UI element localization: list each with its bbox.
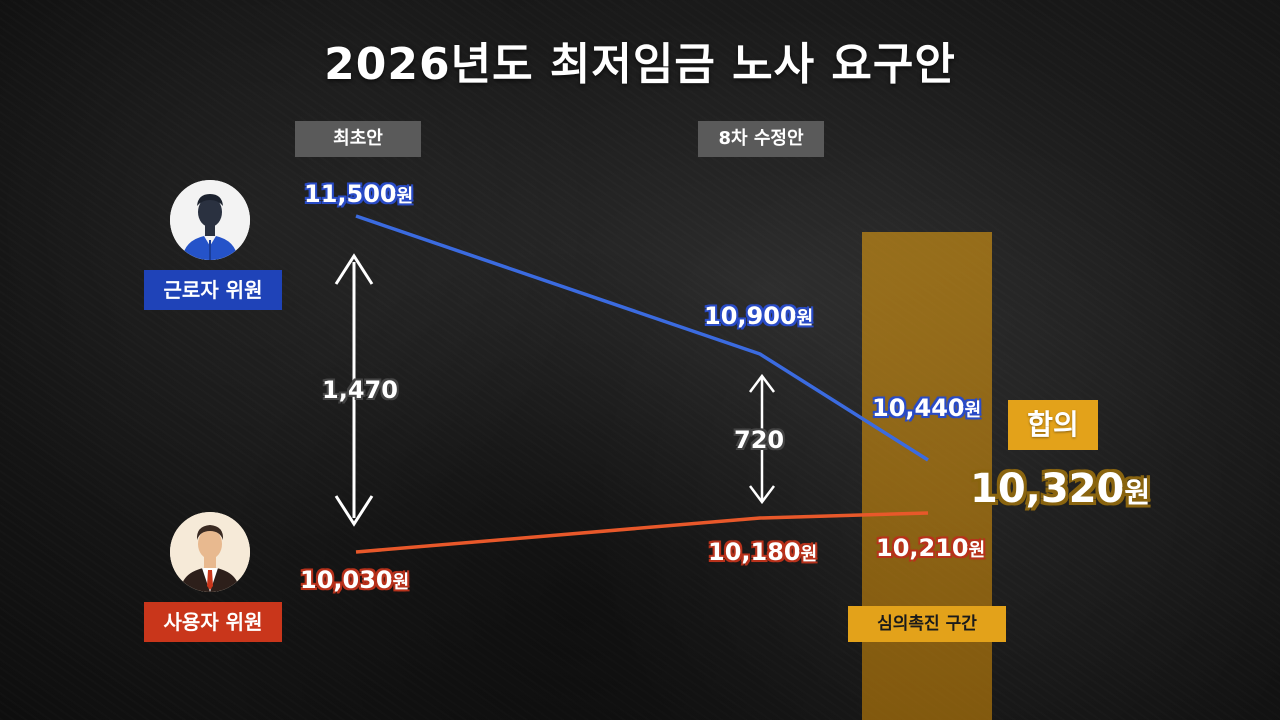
worker-value-final: 10,440원 [872, 394, 982, 422]
gap-label-eighth: 720 [734, 426, 785, 454]
double-arrow-icon [749, 373, 775, 505]
worker-avatar-icon [170, 180, 250, 260]
worker-value-initial: 11,500원 [304, 180, 414, 208]
worker-role-badge: 근로자 위원 [144, 270, 282, 310]
employer-avatar-icon [170, 512, 250, 592]
employer-series-line [355, 511, 929, 554]
page-title: 2026년도 최저임금 노사 요구안 [324, 39, 956, 90]
employer-value-eighth: 10,180원 [708, 538, 818, 566]
employer-value-final: 10,210원 [876, 534, 986, 562]
employer-role-badge: 사용자 위원 [144, 602, 282, 642]
phase-initial-tag: 최초안 [295, 121, 421, 157]
worker-series-line [355, 214, 929, 462]
phase-eighth-tag: 8차 수정안 [698, 121, 824, 157]
deliberation-band-label: 심의촉진 구간 [848, 606, 1006, 642]
double-arrow-icon [334, 253, 374, 527]
gap-label-initial: 1,470 [322, 376, 398, 404]
agreement-badge: 합의 [1008, 400, 1098, 450]
agreement-value: 10,320원 [970, 466, 1151, 512]
employer-value-initial: 10,030원 [300, 566, 410, 594]
worker-value-eighth: 10,900원 [704, 302, 814, 330]
